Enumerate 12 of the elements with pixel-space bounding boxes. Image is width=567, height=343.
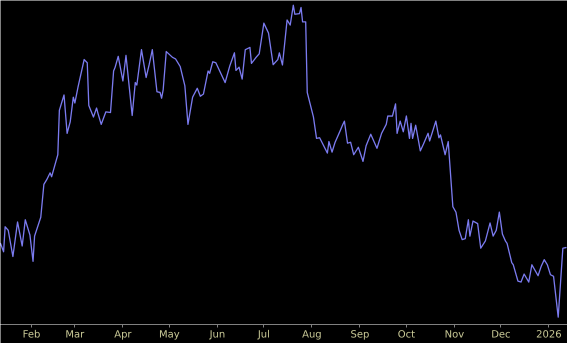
x-tick-label: Oct xyxy=(398,330,416,340)
x-tick-label: Aug xyxy=(302,330,322,340)
x-tick-label: Dec xyxy=(491,330,511,340)
x-tick-label: Jun xyxy=(208,330,226,340)
x-tick-label: Apr xyxy=(114,330,132,340)
x-tick-label: May xyxy=(159,330,180,340)
x-tick-label: 2026 xyxy=(536,330,562,340)
x-tick-label: Jul xyxy=(256,330,270,340)
x-tick-label: Sep xyxy=(350,330,370,340)
x-tick-label: Mar xyxy=(65,330,86,340)
x-tick-label: Feb xyxy=(22,330,40,340)
x-tick-label: Nov xyxy=(444,330,464,340)
